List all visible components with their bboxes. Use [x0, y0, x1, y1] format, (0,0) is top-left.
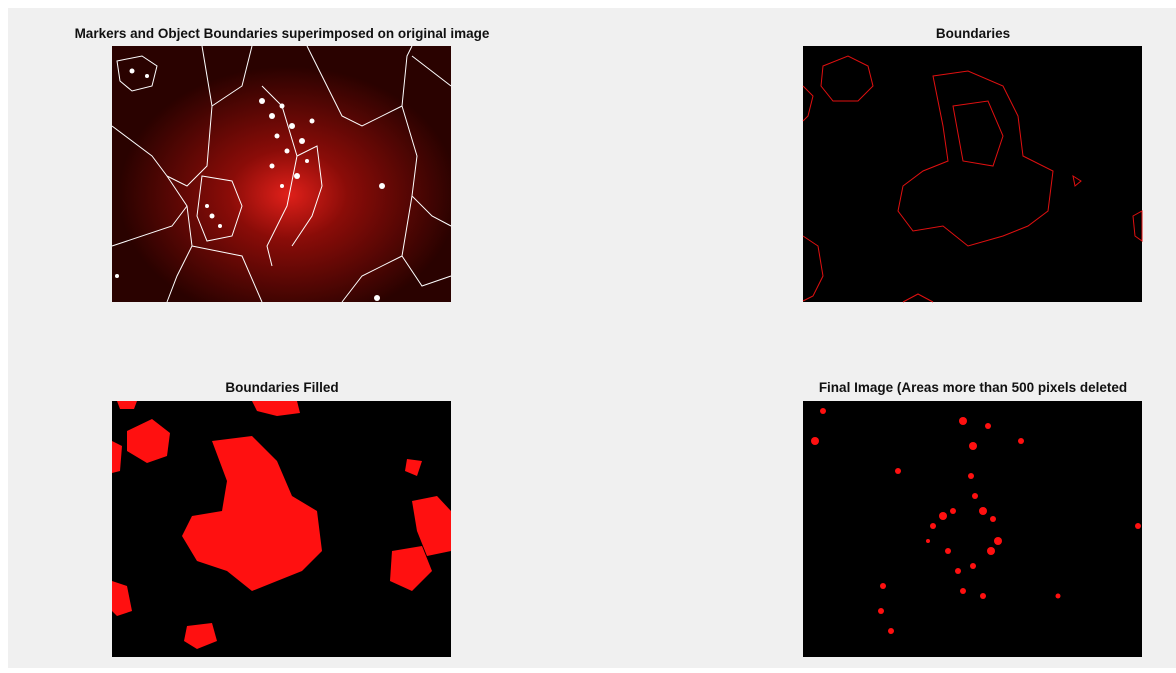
panel-title: Markers and Object Boundaries superimpos… [75, 26, 490, 41]
image-final [803, 401, 1142, 657]
image-markers [111, 45, 452, 303]
image-boundaries [802, 46, 1143, 303]
image-filled [112, 401, 451, 657]
panel-title: Boundaries [936, 26, 1010, 41]
panel-title: Final Image (Areas more than 500 pixels … [819, 380, 1127, 395]
panel-title: Boundaries Filled [225, 380, 338, 395]
